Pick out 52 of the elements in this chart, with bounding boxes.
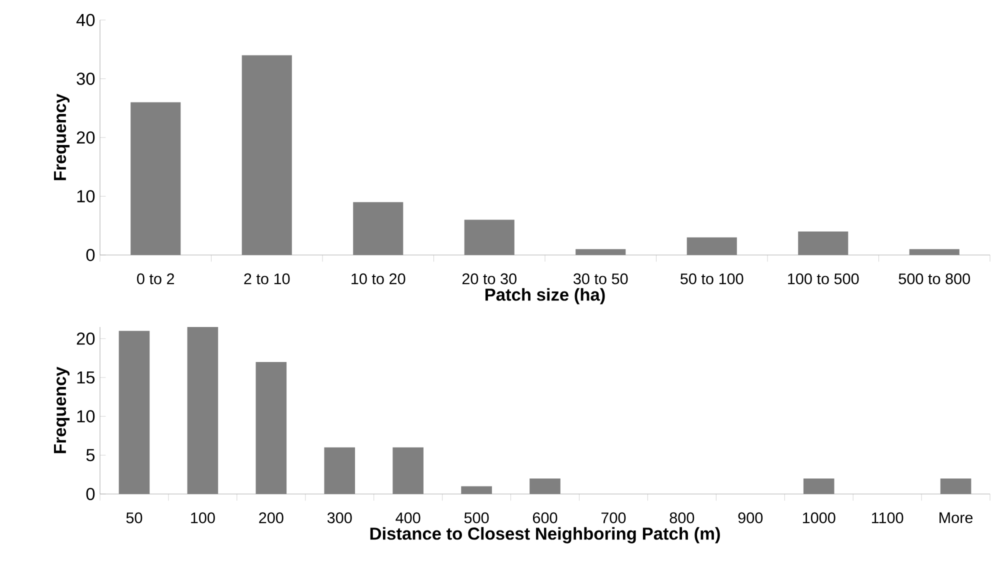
y-tick-label: 20 [76, 332, 95, 345]
y-tick-label: 30 [76, 72, 95, 85]
x-tick-label: 200 [259, 512, 284, 524]
x-tick-label: 800 [670, 512, 694, 524]
x-tick-label: 600 [532, 512, 558, 524]
x-tick-label: 10 to 20 [352, 273, 406, 284]
bar [686, 237, 737, 255]
bar [803, 478, 834, 494]
bar [392, 447, 424, 494]
bar [256, 362, 287, 494]
x-tick-label: 100 [191, 512, 215, 524]
bar [324, 447, 356, 494]
bar [464, 220, 514, 255]
y-tick-label: 15 [77, 371, 95, 384]
x-tick-label: 100 to 500 [788, 273, 859, 284]
x-axis-title: Distance to Closest Neighboring Patch (m) [370, 527, 720, 544]
bar [461, 486, 492, 494]
x-tick-label: 1000 [802, 512, 836, 524]
x-tick-label: 400 [396, 512, 420, 524]
y-tick-label: 5 [86, 449, 95, 462]
bar [187, 326, 218, 494]
x-tick-label: 900 [738, 512, 763, 524]
x-tick-label: 1100 [872, 512, 904, 524]
x-tick-label: 30 to 50 [574, 273, 628, 284]
x-tick-label: 0 to 2 [137, 273, 174, 284]
x-tick-label: 2 to 10 [244, 273, 290, 284]
y-tick-label: 10 [77, 410, 95, 422]
y-axis-title: Frequency [54, 94, 70, 180]
x-tick-label: 20 to 30 [462, 273, 516, 284]
x-axis-title: Patch size (ha) [485, 288, 605, 304]
y-tick-label: 10 [77, 190, 95, 202]
x-tick-label: 50 to 100 [680, 273, 744, 284]
bar [353, 202, 404, 255]
x-tick-label: 700 [601, 512, 626, 524]
bar [118, 330, 150, 494]
bar [130, 102, 181, 255]
x-tick-label: 50 [126, 512, 142, 524]
bar [798, 231, 848, 255]
bar [940, 478, 972, 494]
y-axis-title: Frequency [54, 366, 70, 454]
bar [242, 55, 292, 255]
y-tick-label: 0 [86, 248, 95, 262]
x-tick-label: 300 [327, 512, 352, 524]
x-tick-label: 500 to 800 [898, 273, 970, 284]
y-tick-label: 0 [86, 488, 95, 500]
x-tick-label: More [940, 512, 973, 524]
bar [909, 249, 960, 255]
bar [576, 249, 626, 255]
y-tick-label: 40 [76, 14, 95, 26]
bar [530, 478, 560, 494]
x-tick-label: 500 [464, 512, 489, 524]
y-tick-label: 20 [76, 131, 95, 144]
